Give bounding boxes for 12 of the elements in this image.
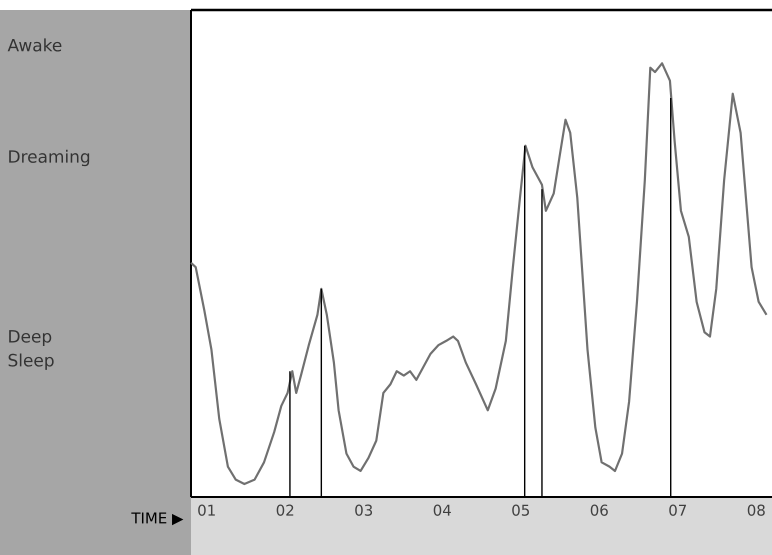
x-tick-label: 05 — [512, 504, 529, 516]
text: Deep Sleep — [8, 330, 54, 370]
x-tick-label: 06 — [590, 504, 608, 516]
x-tick-label: 04 — [434, 504, 451, 516]
x-tick-label: 08 — [748, 504, 765, 516]
text: Dreaming — [9, 150, 90, 166]
text: Awake — [8, 38, 62, 52]
x-tick-label: 02 — [276, 504, 294, 516]
x-tick-label: 01 — [198, 504, 215, 516]
x-tick-label: 07 — [669, 504, 686, 516]
x-tick-label: 03 — [355, 504, 372, 516]
x-axis-title: TIME ▶ — [131, 512, 184, 526]
